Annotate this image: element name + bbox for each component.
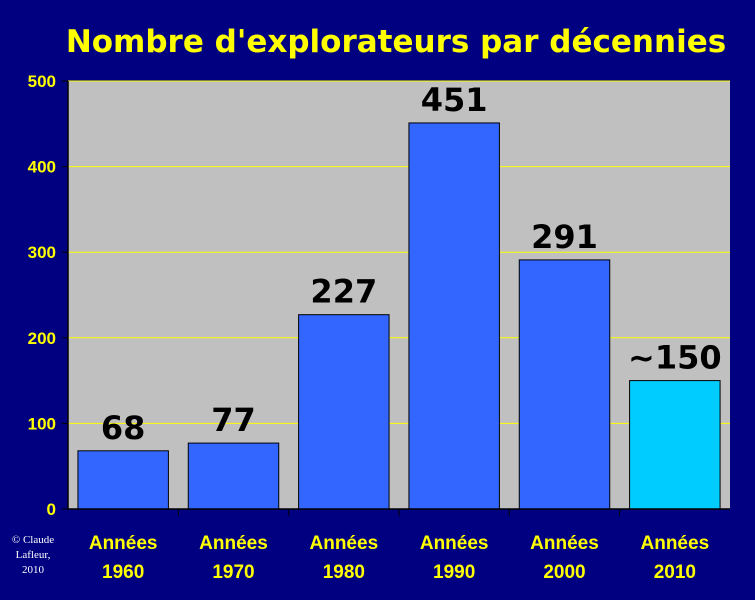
bar-1960 — [77, 450, 169, 510]
x-tick-label-prefix: Années — [530, 533, 599, 554]
plot-area — [68, 81, 730, 509]
data-label-1960: 68 — [101, 409, 146, 447]
y-tick-label: 500 — [28, 72, 56, 91]
data-label-1990: 451 — [421, 81, 488, 119]
bar-1990 — [408, 122, 500, 510]
x-tick-label-prefix: Années — [89, 533, 158, 554]
x-axis-ticks: Années 1960 Années 1970 Années 1980 Années 1990… — [89, 509, 709, 583]
data-label-2010: ~150 — [628, 339, 722, 377]
x-tick-label-prefix: Années — [420, 533, 489, 554]
y-tick-label: 0 — [47, 500, 56, 519]
x-tick-label-prefix: Années — [199, 533, 268, 554]
data-label-1970: 77 — [211, 401, 256, 439]
x-tick-label-year: 2000 — [543, 562, 585, 583]
credit-line-3: 2010 — [22, 564, 45, 576]
bar-1970 — [187, 442, 280, 510]
data-label-1980: 227 — [310, 273, 377, 311]
y-tick-label: 200 — [28, 329, 56, 348]
data-labels: 68 77 227 451 291 ~150 — [101, 81, 722, 447]
bar-2000 — [518, 259, 611, 510]
data-label-2000: 291 — [531, 218, 598, 256]
x-tick-label-year: 2010 — [654, 562, 696, 583]
x-tick-label-prefix: Années — [310, 533, 379, 554]
bars — [77, 122, 721, 510]
y-tick-label: 300 — [28, 243, 56, 262]
x-tick-label-year: 1980 — [323, 562, 365, 583]
credit-line-2: Lafleur, — [16, 549, 51, 561]
x-tick-label-year: 1990 — [433, 562, 475, 583]
bar-1980 — [298, 314, 390, 510]
x-tick-label-year: 1970 — [212, 562, 254, 583]
x-tick-label-year: 1960 — [102, 562, 144, 583]
y-tick-label: 400 — [28, 158, 56, 177]
chart-title: Nombre d'explorateurs par décennies — [66, 24, 726, 60]
y-axis-ticks: 0 100 200 300 400 500 — [28, 72, 68, 519]
credit-line-1: © Claude — [12, 534, 54, 546]
gridlines — [68, 80, 730, 424]
bar-2010 — [629, 380, 721, 510]
x-tick-label-prefix: Années — [641, 533, 710, 554]
y-tick-label: 100 — [28, 414, 56, 433]
